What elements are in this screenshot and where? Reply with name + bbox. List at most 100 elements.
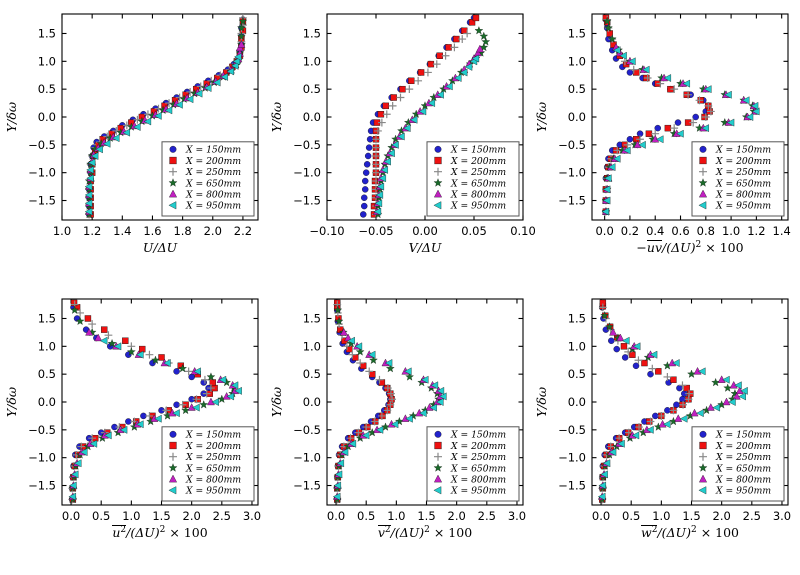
data-point: [370, 417, 379, 426]
data-point: [654, 124, 661, 132]
legend-marker-square: [699, 156, 707, 165]
data-layer: [597, 299, 748, 504]
data-point: [365, 144, 373, 151]
legend-label: X = 950mm: [715, 486, 771, 497]
data-point: [374, 127, 382, 135]
data-point: [184, 367, 193, 376]
data-point: [102, 139, 111, 148]
data-point: [84, 207, 93, 216]
y-axis-label: Y/δω: [269, 387, 284, 417]
data-point: [663, 420, 671, 429]
data-point: [384, 359, 393, 367]
data-point: [354, 342, 363, 351]
legend-marker-plus: [699, 167, 707, 176]
data-point: [383, 406, 392, 415]
legend-marker-triangle-left: [433, 201, 442, 210]
data-point: [238, 16, 248, 25]
legend-label: X = 250mm: [715, 452, 771, 463]
legend-label: X = 150mm: [450, 430, 506, 441]
data-point: [70, 299, 78, 307]
y-tick-label: 1.0: [568, 339, 586, 353]
data-point: [479, 42, 489, 52]
data-point: [598, 481, 607, 490]
data-point: [237, 31, 246, 40]
y-tick-label: −1.0: [28, 451, 56, 465]
data-point: [388, 101, 397, 110]
data-point: [703, 85, 712, 94]
data-point: [604, 174, 612, 183]
data-point: [646, 417, 655, 426]
data-point: [692, 113, 699, 121]
data-point: [663, 373, 672, 381]
x-tick-label: 0.5: [92, 509, 110, 523]
data-point: [374, 199, 383, 208]
data-point: [670, 376, 677, 383]
data-point: [481, 37, 491, 46]
data-point: [383, 157, 391, 166]
data-point: [192, 403, 200, 412]
data-point: [188, 373, 195, 381]
data-point: [386, 400, 395, 409]
x-tick-label: 2.0: [448, 509, 466, 523]
legend-marker-triangle-left: [433, 486, 442, 495]
x-axis-label: V/ΔU: [408, 240, 442, 255]
data-point: [172, 409, 180, 418]
x-tick-label: 0.2: [621, 224, 639, 238]
x-tick-label: 2.0: [183, 509, 201, 523]
data-point: [84, 315, 92, 322]
data-layer: [84, 14, 248, 219]
data-point: [432, 60, 441, 69]
data-point: [193, 367, 201, 376]
data-point: [621, 354, 629, 361]
x-axis-label: w2/(ΔU)2 × 100: [641, 525, 739, 541]
data-point: [676, 384, 683, 392]
data-point: [619, 51, 627, 60]
legend-marker-star: [168, 178, 178, 187]
legend-marker-plus: [434, 167, 442, 176]
y-tick-label: 0.5: [568, 367, 586, 381]
data-point: [450, 43, 459, 52]
data-point: [151, 355, 160, 364]
legend-label: X = 650mm: [185, 463, 241, 474]
y-tick-label: −0.5: [558, 423, 586, 437]
data-point: [420, 375, 429, 384]
data-point: [140, 412, 147, 420]
data-point: [608, 448, 617, 457]
subplot-4: −1.5 −1.0 −0.5 0.0 0.5 1.0 1.5 0.0 0.5 1.0 1.5 2.0 2…: [0, 285, 270, 575]
data-point: [112, 127, 121, 135]
x-tick-label: 0.5: [357, 509, 375, 523]
data-point: [372, 168, 380, 177]
data-point: [689, 118, 698, 127]
data-point: [728, 398, 736, 406]
y-tick-label: 0.5: [568, 82, 586, 96]
data-point: [158, 354, 165, 361]
x-tick-label: −0.10: [309, 224, 344, 238]
data-point: [752, 107, 760, 116]
data-point: [645, 130, 653, 137]
x-tick-label: 2.2: [234, 224, 252, 238]
data-point: [362, 169, 370, 176]
data-point: [622, 336, 630, 345]
data-point: [409, 115, 418, 124]
data-point: [133, 123, 141, 131]
legend-marker-triangle-left: [168, 201, 177, 210]
data-point: [405, 414, 413, 423]
legend-label: X = 650mm: [450, 463, 506, 474]
legend-label: X = 250mm: [185, 167, 241, 178]
data-point: [647, 370, 654, 378]
y-tick-label: −0.5: [28, 423, 56, 437]
legend-marker-square: [169, 156, 177, 165]
data-point: [375, 425, 384, 434]
legend-frame: [426, 426, 520, 502]
subplot-svg-5: −1.5 −1.0 −0.5 0.0 0.5 1.0 1.5 0.0 0.5 1.0 1.5 2.0 2…: [269, 298, 526, 540]
data-point: [68, 492, 77, 501]
data-point: [88, 434, 97, 443]
data-point: [90, 152, 99, 160]
data-point: [70, 305, 80, 314]
